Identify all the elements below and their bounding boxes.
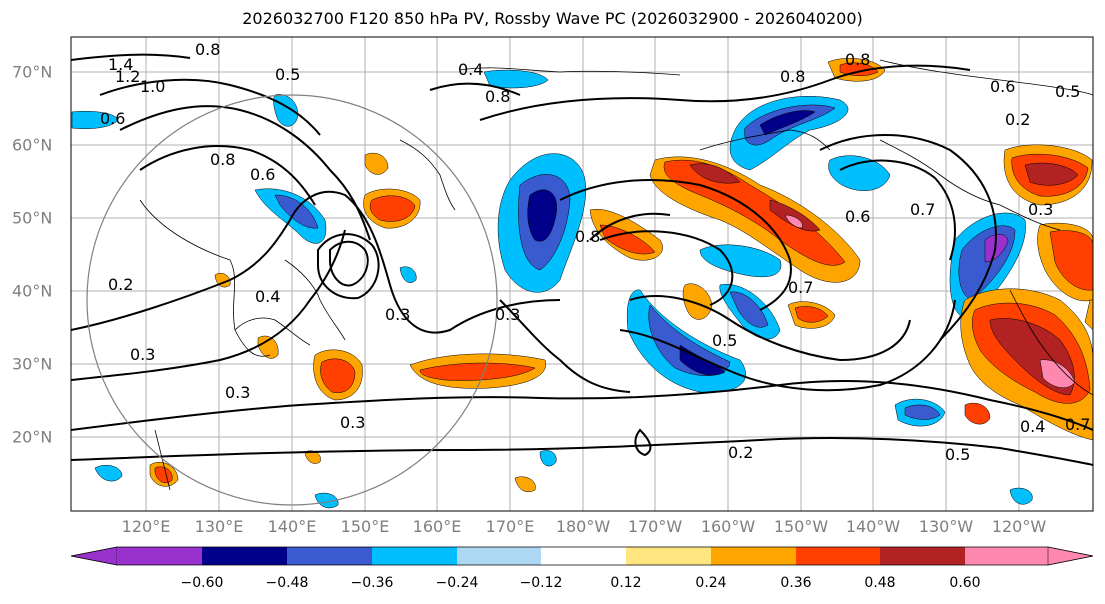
colorbar-extend-low [70, 546, 118, 566]
negative-anomaly-shading [71, 69, 1033, 509]
contour-label: 0.8 [780, 67, 805, 86]
contour-label: 0.2 [108, 275, 133, 294]
contour-label: 0.8 [485, 87, 510, 106]
longitude-label: 140°W [845, 517, 901, 536]
colorbar-segment [626, 547, 711, 565]
contour-label: 0.5 [275, 65, 300, 84]
longitude-label: 180°W [555, 517, 611, 536]
contour-label: 0.5 [1055, 82, 1080, 101]
colorbar-segment [202, 547, 287, 565]
colorbar-outline [70, 546, 1094, 566]
contour-label: 0.8 [845, 50, 870, 69]
figure-title: 2026032700 F120 850 hPa PV, Rossby Wave … [242, 9, 863, 28]
colorbar-tick-label: 0.48 [864, 575, 896, 591]
contour-label: 0.7 [910, 200, 935, 219]
latitude-label: 50°N [12, 208, 53, 228]
colorbar-tick-label: −0.60 [180, 575, 224, 591]
contour-label: 1.2 [115, 67, 140, 86]
contour-label: 0.2 [1005, 110, 1030, 129]
contour-label: 0.5 [712, 331, 737, 350]
longitude-label: 120°W [991, 517, 1047, 536]
map-frame [70, 36, 1094, 512]
latitude-label: 20°N [12, 427, 53, 447]
colorbar-segment [796, 547, 880, 565]
colorbar-tick-label: 0.24 [695, 575, 727, 591]
contour-label: 0.3 [1028, 200, 1053, 219]
contour-label: 0.4 [1020, 417, 1045, 436]
colorbar-tick-label: 0.36 [780, 575, 812, 591]
latitude-label: 40°N [12, 281, 53, 301]
colorbar-segment [880, 547, 965, 565]
colorbar-tick-label: −0.24 [435, 575, 479, 591]
contour-label: 1.0 [140, 77, 165, 96]
contour-label: 0.5 [945, 445, 970, 464]
contour-label: 0.8 [575, 227, 600, 246]
coastlines [139, 59, 1093, 491]
colorbar-segment [117, 547, 202, 565]
colorbar-segment [965, 547, 1048, 565]
longitude-label: 150°W [773, 517, 829, 536]
colorbar-segment [541, 547, 626, 565]
colorbar-segment [372, 547, 457, 565]
longitude-label: 140°E [267, 517, 317, 536]
latitude-label: 60°N [12, 135, 53, 155]
longitude-label: 160°E [412, 517, 462, 536]
contour-label: 0.3 [130, 345, 155, 364]
contour-label: 0.3 [225, 383, 250, 402]
contour-label: 0.3 [495, 305, 520, 324]
contour-label: 0.4 [255, 287, 280, 306]
contour-label: 0.8 [210, 150, 235, 169]
longitude-label: 170°E [485, 517, 535, 536]
colorbar-segment [457, 547, 541, 565]
range-circle [86, 94, 498, 506]
contour-label: 0.7 [1065, 415, 1090, 434]
contour-label: 0.6 [990, 77, 1015, 96]
colorbar-tick-label: 0.60 [949, 575, 981, 591]
colorbar-tick-label: −0.36 [350, 575, 394, 591]
contour-label: 0.6 [100, 109, 125, 128]
contour-labels: 1.4 1.2 1.0 0.8 0.5 0.6 0.4 0.8 0.8 0.6 … [100, 40, 1090, 464]
contour-label: 0.8 [195, 40, 220, 59]
colorbar-extend-high [1047, 546, 1094, 566]
pv-contours [71, 53, 1093, 466]
colorbar [70, 546, 1094, 566]
longitude-label: 130°E [194, 517, 244, 536]
colorbar-segment [711, 547, 796, 565]
colorbar-tick-label: −0.48 [265, 575, 309, 591]
latitude-label: 70°N [12, 62, 53, 82]
latitude-label: 30°N [12, 354, 53, 374]
contour-label: 0.3 [340, 413, 365, 432]
colorbar-tick-label: −0.12 [519, 575, 563, 591]
contour-label: 0.2 [728, 443, 753, 462]
longitude-label: 160°W [700, 517, 756, 536]
longitude-label: 170°W [627, 517, 683, 536]
contour-label: 0.7 [788, 278, 813, 297]
contour-label: 0.6 [250, 165, 275, 184]
positive-anomaly-shading [149, 58, 1093, 493]
colorbar-segment [287, 547, 372, 565]
contour-label: 0.3 [385, 305, 410, 324]
longitude-label: 130°W [918, 517, 974, 536]
colorbar-tick-label: 0.12 [610, 575, 642, 591]
contour-label: 1.4 [108, 55, 133, 74]
contour-label: 0.4 [458, 60, 483, 79]
longitude-label: 150°E [340, 517, 390, 536]
longitude-label: 120°E [121, 517, 171, 536]
contour-label: 0.6 [845, 207, 870, 226]
